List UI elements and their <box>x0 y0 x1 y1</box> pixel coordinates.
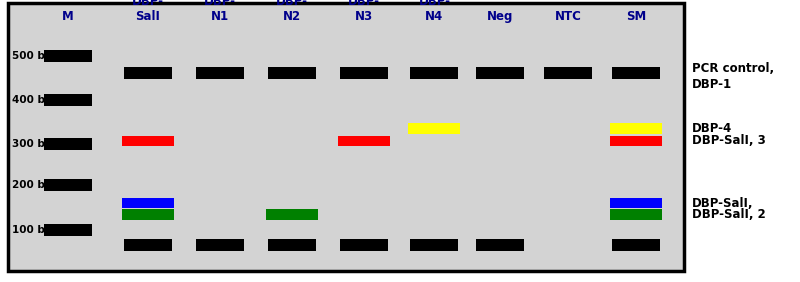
Text: DBP-
N2: DBP- N2 <box>276 0 308 23</box>
Text: DBP-
N4: DBP- N4 <box>418 0 450 23</box>
Bar <box>338 136 390 146</box>
Bar <box>410 67 458 79</box>
Bar <box>610 198 662 208</box>
Bar <box>124 67 172 79</box>
Text: DBP-
SalI: DBP- SalI <box>132 0 164 23</box>
Bar <box>610 209 662 220</box>
Text: NTC: NTC <box>554 10 582 23</box>
Text: Neg: Neg <box>487 10 513 23</box>
Bar <box>612 67 660 79</box>
Bar <box>44 224 92 236</box>
Text: 100 bp: 100 bp <box>12 225 52 235</box>
Text: M: M <box>62 10 74 23</box>
Text: DBP-
N3: DBP- N3 <box>348 0 380 23</box>
Text: DBP-SalI, 2: DBP-SalI, 2 <box>692 208 766 221</box>
Bar <box>340 67 388 79</box>
Bar <box>44 50 92 62</box>
Bar <box>612 239 660 251</box>
Bar <box>44 94 92 106</box>
Bar <box>340 239 388 251</box>
Bar <box>196 67 244 79</box>
Text: 300 bp: 300 bp <box>12 139 52 149</box>
Bar <box>196 239 244 251</box>
Text: 200 bp: 200 bp <box>12 180 52 190</box>
Bar <box>410 239 458 251</box>
Bar <box>409 123 461 134</box>
Bar <box>268 67 316 79</box>
Bar <box>476 239 524 251</box>
Bar <box>610 123 662 134</box>
Text: DBP-4: DBP-4 <box>692 122 732 135</box>
Bar <box>610 136 662 146</box>
Text: 400 bp: 400 bp <box>12 95 53 105</box>
Bar <box>44 138 92 150</box>
Text: DBP-SalI,: DBP-SalI, <box>692 197 754 210</box>
Bar <box>544 67 592 79</box>
Bar <box>476 67 524 79</box>
Bar <box>268 239 316 251</box>
Bar <box>124 239 172 251</box>
Bar <box>44 179 92 191</box>
Bar <box>122 198 174 208</box>
Bar <box>8 3 684 271</box>
Text: DBP-
N1: DBP- N1 <box>204 0 236 23</box>
Bar <box>8 3 684 271</box>
Text: SM: SM <box>626 10 646 23</box>
Bar <box>122 136 174 146</box>
Text: DBP-SalI, 3: DBP-SalI, 3 <box>692 135 766 147</box>
Text: 500 bp: 500 bp <box>12 51 52 61</box>
Text: PCR control,
DBP-1: PCR control, DBP-1 <box>692 62 774 91</box>
Bar <box>122 209 174 220</box>
Bar <box>266 209 318 220</box>
